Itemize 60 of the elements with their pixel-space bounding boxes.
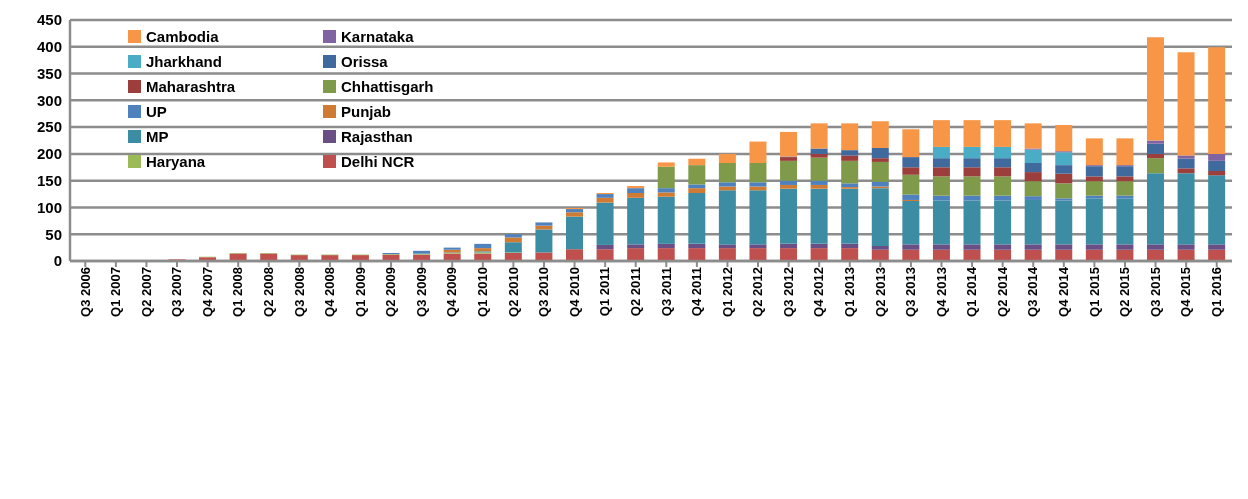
- y-tick-label: 50: [45, 225, 62, 243]
- x-tick-label: Q4 2008: [322, 267, 338, 317]
- y-tick-label: 350: [36, 64, 62, 82]
- x-tick-label: Q3 2010: [536, 267, 552, 317]
- legend-label: Jharkhand: [146, 53, 222, 70]
- legend-label: Maharashtra: [146, 78, 236, 95]
- y-tick-label: 100: [36, 198, 62, 216]
- x-tick-label: Q3 2011: [658, 267, 674, 317]
- x-tick-label: Q1 2009: [352, 267, 368, 317]
- y-tick-label: 450: [36, 11, 62, 29]
- x-tick-label: Q4 2011: [689, 267, 705, 317]
- x-tick-label: Q4 2009: [444, 267, 460, 317]
- x-tick-label: Q2 2015: [1117, 267, 1133, 317]
- x-tick-label: Q4 2012: [811, 267, 827, 317]
- x-tick-label: Q1 2010: [475, 267, 491, 317]
- x-tick-label: Q3 2008: [291, 267, 307, 317]
- x-tick-label: Q3 2007: [169, 267, 185, 317]
- legend-label: Delhi NCR: [341, 153, 415, 170]
- x-tick-label: Q4 2007: [199, 267, 215, 317]
- x-tick-label: Q1 2011: [597, 267, 613, 317]
- y-tick-label: 200: [36, 145, 62, 163]
- y-tick-label: 0: [53, 252, 62, 270]
- x-tick-label: Q4 2010: [566, 267, 582, 317]
- legend-label: Karnataka: [341, 28, 414, 45]
- y-tick-label: 250: [36, 118, 62, 136]
- x-tick-label: Q1 2014: [964, 266, 980, 317]
- legend-label: Haryana: [146, 153, 206, 170]
- x-tick-label: Q2 2014: [994, 266, 1010, 317]
- legend-label: Chhattisgarh: [341, 78, 434, 95]
- legend-label: Cambodia: [146, 28, 219, 45]
- x-tick-label: Q1 2008: [230, 267, 246, 317]
- x-tick-label: Q2 2011: [627, 267, 643, 317]
- legend-label: MP: [146, 128, 169, 145]
- x-tick-label: Q3 2009: [413, 267, 429, 317]
- x-tick-label: Q1 2007: [108, 267, 124, 317]
- y-tick-label: 150: [36, 171, 62, 189]
- legend-label: Rajasthan: [341, 128, 413, 145]
- legend-label: Punjab: [341, 103, 392, 120]
- legend-label: UP: [146, 103, 167, 120]
- x-tick-label: Q2 2013: [872, 267, 888, 317]
- x-tick-label: Q3 2013: [903, 267, 919, 317]
- x-tick-label: Q3 2012: [780, 267, 796, 317]
- x-tick-label: Q2 2009: [383, 267, 399, 317]
- x-tick-label: Q1 2015: [1086, 267, 1102, 317]
- x-tick-label: Q4 2013: [933, 267, 949, 317]
- legend-label: Orissa: [341, 53, 388, 70]
- x-tick-label: Q4 2015: [1178, 267, 1194, 317]
- x-tick-label: Q1 2013: [841, 267, 857, 317]
- x-tick-label: Q2 2007: [138, 267, 154, 317]
- y-tick-label: 400: [36, 38, 62, 56]
- x-tick-label: Q3 2015: [1147, 267, 1163, 317]
- x-tick-label: Q2 2008: [260, 267, 276, 317]
- x-tick-label: Q4 2014: [1056, 266, 1072, 317]
- y-tick-label: 300: [36, 91, 62, 109]
- x-tick-label: Q3 2014: [1025, 266, 1041, 317]
- x-tick-label: Q2 2010: [505, 267, 521, 317]
- x-tick-label: Q3 2006: [77, 267, 93, 317]
- x-tick-label: Q1 2016: [1208, 267, 1224, 317]
- x-tick-label: Q1 2012: [719, 267, 735, 317]
- x-tick-label: Q2 2012: [750, 267, 766, 317]
